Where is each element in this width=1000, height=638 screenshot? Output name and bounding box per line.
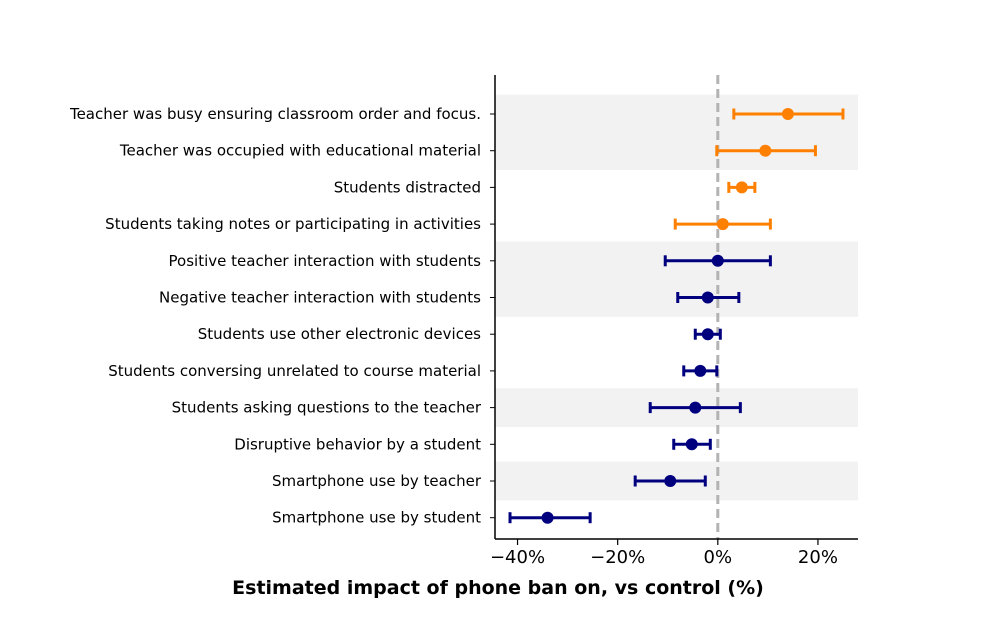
category-label: Students conversing unrelated to course … [108, 362, 481, 380]
errorbar-item [676, 291, 741, 304]
x-tick-label: 20% [798, 547, 838, 568]
estimate-point [664, 475, 677, 487]
estimate-point [689, 401, 702, 414]
x-tick-label: 0% [704, 547, 733, 568]
errorbar-item [693, 328, 722, 341]
category-label: Teacher was busy ensuring classroom orde… [69, 105, 481, 123]
errorbar-item [673, 218, 772, 231]
category-label: Teacher was occupied with educational ma… [119, 142, 481, 160]
shaded-band [495, 94, 858, 171]
shaded-band [495, 241, 858, 317]
errorbar-item [663, 254, 772, 267]
shaded-bands [495, 94, 858, 501]
category-label: Students taking notes or participating i… [105, 215, 481, 233]
estimate-point [781, 108, 794, 120]
category-label: Smartphone use by student [272, 509, 481, 527]
estimate-point [694, 364, 707, 377]
estimate-point [541, 511, 554, 524]
estimate-point [701, 328, 714, 341]
errorbar-item [672, 438, 712, 451]
x-tick-label: −20% [590, 547, 645, 568]
errorbar-item [508, 511, 592, 524]
estimate-point [685, 438, 698, 451]
category-label: Disruptive behavior by a student [234, 435, 481, 453]
errorbar-item [633, 475, 707, 487]
category-label: Students use other electronic devices [198, 325, 481, 343]
x-axis-label: Estimated impact of phone ban on, vs con… [232, 577, 764, 599]
category-label: Students distracted [334, 178, 481, 196]
category-label: Positive teacher interaction with studen… [169, 252, 482, 270]
category-label: Negative teacher interaction with studen… [159, 289, 481, 307]
estimate-point [759, 144, 772, 157]
estimate-point [735, 181, 748, 194]
errorbar-item [727, 181, 757, 194]
error-bars [508, 108, 845, 524]
category-labels: Teacher was busy ensuring classroom orde… [69, 105, 495, 527]
estimate-point [711, 254, 724, 267]
category-label: Students asking questions to the teacher [172, 399, 482, 417]
category-label: Smartphone use by teacher [272, 472, 482, 490]
x-ticks: −40% −20% 0% 20% [490, 539, 838, 568]
errorbar-item [732, 108, 845, 120]
estimate-point [716, 218, 729, 231]
errorbar-item [648, 401, 742, 414]
errorbar-item [682, 364, 719, 377]
axes [494, 75, 858, 540]
errorbar-item [715, 144, 817, 157]
estimate-point [701, 291, 714, 304]
x-tick-label: −40% [490, 547, 545, 568]
